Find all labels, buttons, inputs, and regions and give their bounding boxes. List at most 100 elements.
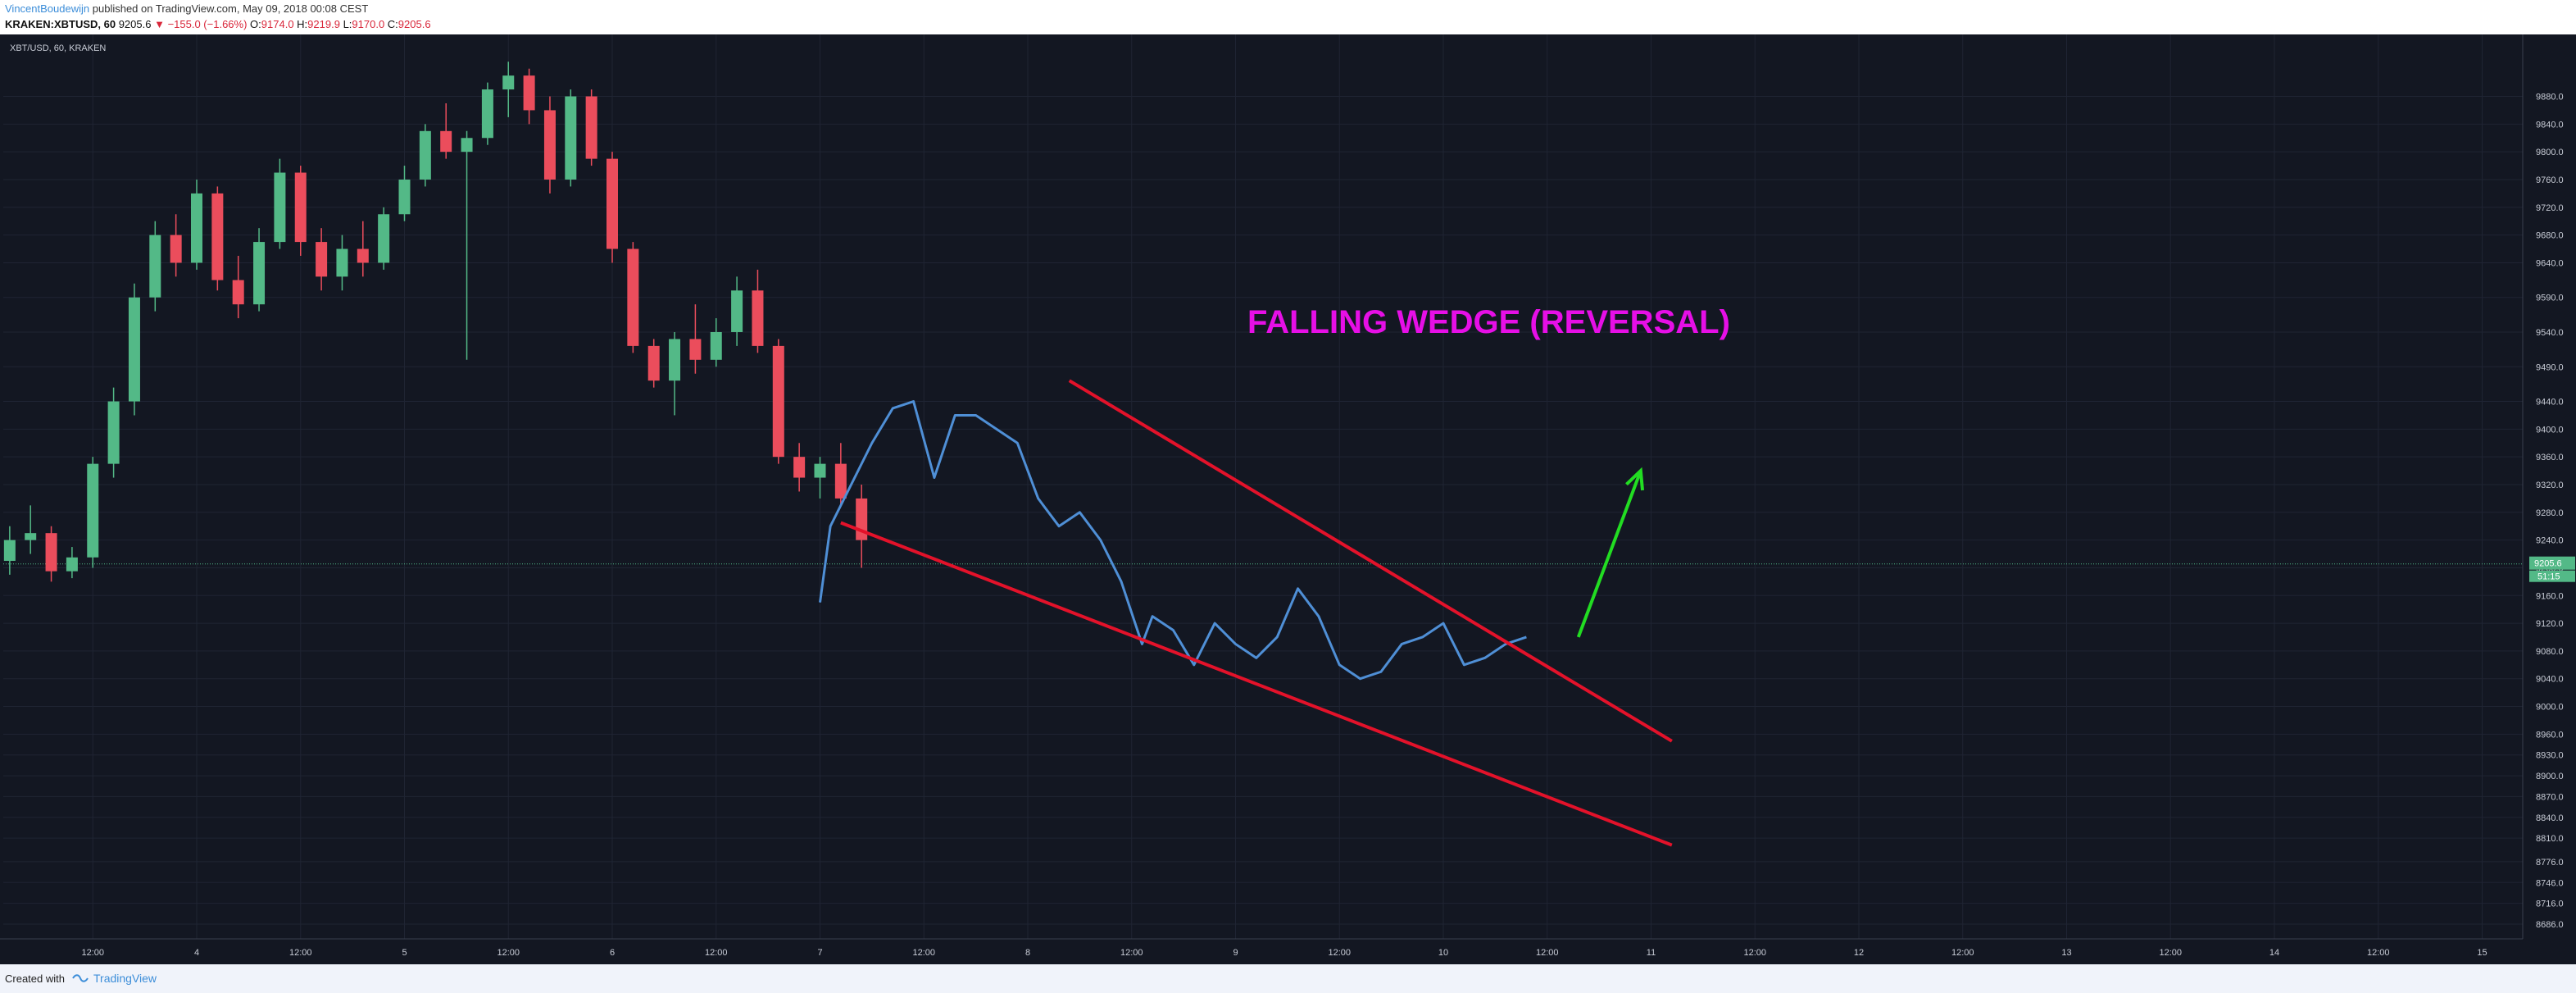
- annotation-title[interactable]: FALLING WEDGE (REVERSAL): [1247, 304, 1730, 340]
- symbol-label: KRAKEN:XBTUSD, 60: [5, 18, 116, 30]
- candle-body: [502, 75, 515, 90]
- arrow-head[interactable]: [1625, 467, 1645, 491]
- time-tick-label: 12:00: [1120, 948, 1143, 958]
- close-value: 9205.6: [398, 18, 431, 30]
- candle-body: [128, 297, 140, 402]
- price-tick-label: 9490.0: [2536, 362, 2564, 372]
- countdown-label: 51:15: [2537, 572, 2560, 582]
- price-tick-label: 9440.0: [2536, 398, 2564, 408]
- open-label: O:: [250, 18, 261, 30]
- candle-body: [647, 345, 660, 381]
- candle-body: [523, 75, 535, 111]
- time-tick-label: 10: [1438, 948, 1448, 958]
- chart-area[interactable]: 8686.0 8716.0 8746.0 8776.0 8810.0 8840.0 8870…: [0, 34, 2576, 964]
- time-tick-label: 12:00: [289, 948, 312, 958]
- price-tick-label: 9040.0: [2536, 675, 2564, 685]
- countdown-badge: [2529, 570, 2575, 582]
- candle-body: [170, 235, 182, 263]
- candle-body: [543, 110, 556, 180]
- low-value: 9170.0: [352, 18, 385, 30]
- high-value: 9219.9: [307, 18, 340, 30]
- price-tick-label: 9280.0: [2536, 508, 2564, 518]
- time-tick-label: 11: [1647, 948, 1656, 958]
- open-value: 9174.0: [261, 18, 294, 30]
- price-tick-label: 9800.0: [2536, 148, 2564, 157]
- price-tick-label: 9400.0: [2536, 425, 2564, 435]
- candle-body: [398, 179, 411, 215]
- candle-body: [232, 280, 244, 305]
- price-tick-label: 9120.0: [2536, 619, 2564, 629]
- footer: Created with TradingView: [0, 964, 2576, 993]
- price-tick-label: 9680.0: [2536, 231, 2564, 241]
- price-tick-label: 9590.0: [2536, 294, 2564, 303]
- candle-body: [357, 248, 369, 263]
- candle-body: [627, 248, 639, 346]
- candle-body: [191, 193, 202, 263]
- candle-body: [419, 130, 431, 180]
- current-price-badge: [2529, 556, 2575, 570]
- candle-body: [481, 89, 493, 139]
- price-chart[interactable]: 8686.0 8716.0 8746.0 8776.0 8810.0 8840.0 8870…: [0, 34, 2576, 964]
- candle-body: [772, 345, 784, 458]
- tradingview-link[interactable]: TradingView: [93, 972, 157, 985]
- ohlc-line: KRAKEN:XBTUSD, 60 9205.6 ▼ −155.0 (−1.66…: [5, 18, 431, 30]
- price-tick-label: 9160.0: [2536, 591, 2564, 601]
- candle-body: [107, 401, 120, 464]
- time-tick-label: 12:00: [1743, 948, 1766, 958]
- time-tick-label: 5: [402, 948, 407, 958]
- publish-line: VincentBoudewijn published on TradingVie…: [5, 2, 368, 15]
- candle-body: [87, 463, 99, 558]
- time-tick-label: 12:00: [1536, 948, 1559, 958]
- time-tick-label: 4: [194, 948, 199, 958]
- time-tick-label: 14: [2269, 948, 2279, 958]
- created-with-text: Created with: [5, 973, 65, 985]
- candle-body: [834, 463, 847, 499]
- time-tick-label: 12:00: [497, 948, 520, 958]
- candle-body: [689, 339, 702, 360]
- tradingview-logo-icon: [72, 974, 89, 982]
- time-tick-label: 12:00: [912, 948, 935, 958]
- author-link[interactable]: VincentBoudewijn: [5, 2, 90, 15]
- candle-body: [710, 331, 722, 360]
- price-tick-label: 9080.0: [2536, 647, 2564, 657]
- price-tick-label: 8840.0: [2536, 813, 2564, 823]
- price-tick-label: 9640.0: [2536, 258, 2564, 268]
- arrow-shaft[interactable]: [1576, 470, 1642, 638]
- candle-body: [440, 130, 452, 153]
- candle-body: [752, 290, 764, 346]
- low-label: L:: [343, 18, 352, 30]
- price-tick-label: 9360.0: [2536, 453, 2564, 462]
- wedge-upper-line[interactable]: [1068, 379, 1673, 743]
- time-tick-label: 12: [1854, 948, 1864, 958]
- price-tick-label: 8900.0: [2536, 772, 2564, 781]
- time-tick-label: 9: [1233, 948, 1238, 958]
- price-tick-label: 9240.0: [2536, 536, 2564, 546]
- price-tick-label: 8686.0: [2536, 920, 2564, 930]
- candle-body: [669, 339, 681, 381]
- published-text: published on TradingView.com, May 09, 20…: [92, 2, 369, 15]
- time-tick-label: 13: [2061, 948, 2071, 958]
- wedge-lower-line[interactable]: [840, 521, 1673, 847]
- candle-body: [253, 242, 266, 305]
- current-price-label: 9205.6: [2534, 559, 2562, 569]
- price-tick-label: 9720.0: [2536, 203, 2564, 213]
- time-tick-label: 8: [1025, 948, 1030, 958]
- candle-body: [461, 138, 473, 153]
- candle-body: [45, 533, 57, 572]
- candle-body: [585, 96, 597, 159]
- candle-body: [814, 463, 826, 478]
- time-tick-label: 6: [610, 948, 615, 958]
- time-tick-label: 12:00: [2367, 948, 2390, 958]
- price-tick-label: 9840.0: [2536, 120, 2564, 130]
- candle-body: [211, 193, 224, 280]
- high-label: H:: [297, 18, 308, 30]
- candle-body: [565, 96, 577, 180]
- candle-body: [336, 248, 348, 277]
- price-tick-label: 8716.0: [2536, 900, 2564, 909]
- close-label: C:: [387, 18, 398, 30]
- candle-body: [378, 214, 390, 263]
- time-tick-label: 7: [817, 948, 822, 958]
- price-tick-label: 9320.0: [2536, 481, 2564, 490]
- time-tick-label: 12:00: [81, 948, 104, 958]
- candle-body: [25, 533, 37, 540]
